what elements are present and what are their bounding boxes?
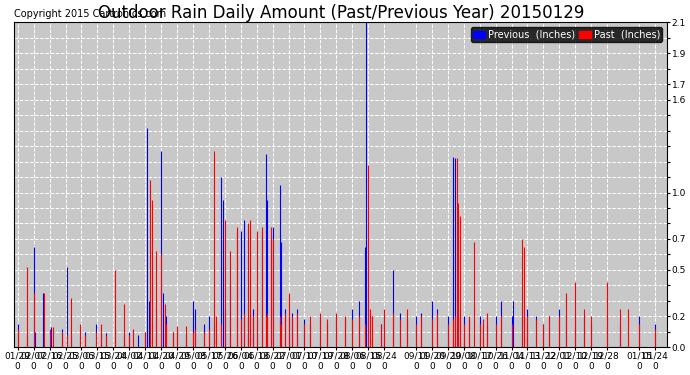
Legend: Previous  (Inches), Past  (Inches): Previous (Inches), Past (Inches) <box>471 27 662 42</box>
Text: Copyright 2015 Cartronics.com: Copyright 2015 Cartronics.com <box>14 9 166 19</box>
Title: Outdoor Rain Daily Amount (Past/Previous Year) 20150129: Outdoor Rain Daily Amount (Past/Previous… <box>97 4 584 22</box>
